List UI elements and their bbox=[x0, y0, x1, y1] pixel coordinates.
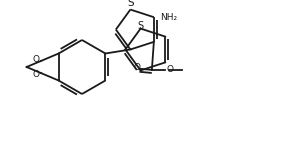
Text: O: O bbox=[133, 63, 140, 72]
Text: S: S bbox=[137, 21, 144, 31]
Text: NH₂: NH₂ bbox=[160, 13, 177, 22]
Text: O: O bbox=[32, 70, 39, 79]
Text: S: S bbox=[127, 0, 134, 8]
Text: O: O bbox=[166, 65, 173, 74]
Text: O: O bbox=[32, 55, 39, 64]
